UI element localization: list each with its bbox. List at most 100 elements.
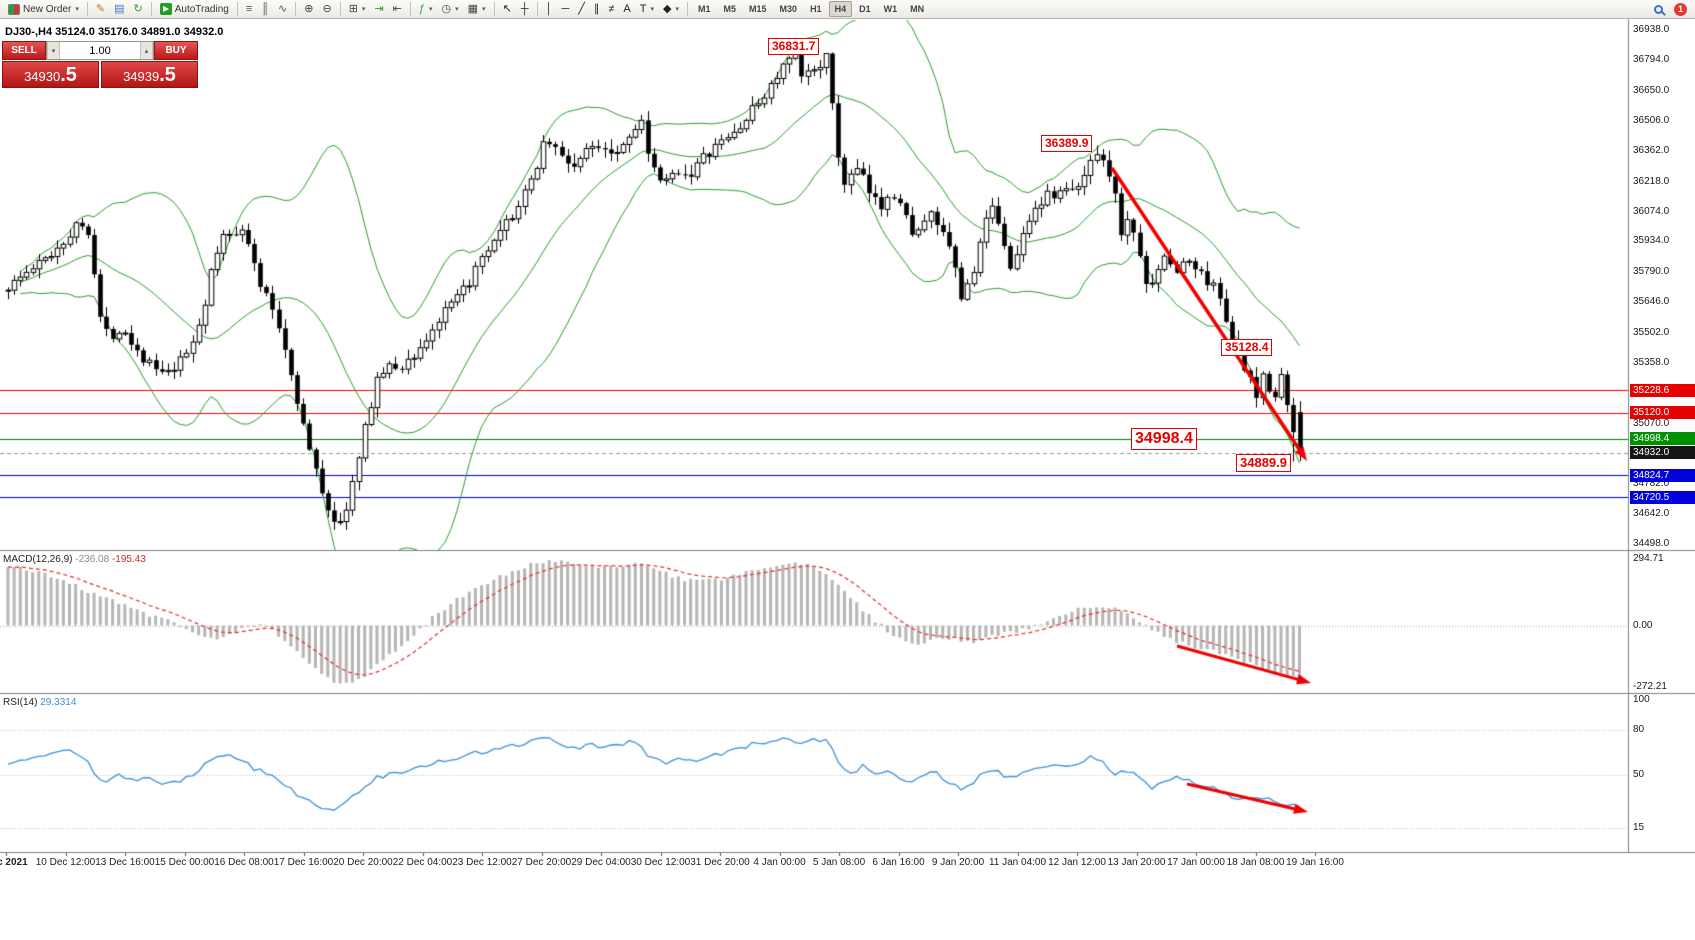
zoom-out-icon[interactable]: ⊖ (318, 1, 335, 18)
timeframe-d1-button[interactable]: D1 (853, 1, 877, 17)
periods-icon[interactable]: ◷ ▾ (438, 1, 463, 18)
dropdown-caret-icon: ▾ (650, 6, 655, 13)
buy-button[interactable]: BUY (154, 41, 198, 60)
toolbar-separator (687, 2, 688, 16)
volume-decrease-button[interactable]: ▾ (47, 42, 60, 59)
notification-badge[interactable]: 1 (1674, 2, 1687, 16)
toolbar-separator (339, 2, 341, 16)
dropdown-caret-icon: ▾ (429, 6, 433, 13)
market-watch-icon-glyph: ▤ (114, 2, 125, 15)
bar-chart-icon[interactable]: ≡ (242, 1, 256, 18)
dropdown-caret-icon: ▾ (361, 6, 366, 13)
volume-increase-button[interactable]: ▴ (140, 42, 153, 59)
buy-price-main: 34939 (123, 69, 160, 84)
tile-windows-icon[interactable]: ⊞ ▾ (345, 1, 370, 18)
one-click-trading-panel: SELL ▾ ▴ BUY 34930.5 34939.5 (2, 41, 198, 88)
bar-chart-icon-glyph: ≡ (245, 2, 253, 15)
timeframe-mn-button[interactable]: MN (904, 1, 930, 17)
candlestick-chart-icon-glyph: ║ (261, 2, 270, 15)
vertical-line-icon-glyph: │ (545, 2, 553, 15)
macd-title: MACD(12,26,9) (3, 554, 73, 565)
toolbar-separator (86, 2, 88, 16)
buy-price-display[interactable]: 34939.5 (101, 61, 198, 88)
new-order-icon (8, 3, 20, 15)
dropdown-caret-icon: ▾ (675, 6, 679, 13)
channel-icon-glyph: ∥ (593, 2, 600, 15)
autotrading-button[interactable]: AutoTrading (156, 1, 233, 18)
toolbar-separator (536, 2, 538, 16)
timeframe-m5-button[interactable]: M5 (718, 1, 743, 17)
macd-signal-value: -195.43 (111, 554, 146, 565)
indicators-icon[interactable]: ƒ ▾ (415, 1, 437, 18)
horizontal-line-icon[interactable]: ─ (557, 1, 573, 18)
candlestick-chart-icon[interactable]: ║ (257, 1, 273, 18)
ohlc-values-label: 35124.0 35176.0 34891.0 34932.0 (55, 26, 224, 38)
timeframe-h1-button[interactable]: H1 (804, 1, 828, 17)
sell-price-display[interactable]: 34930.5 (2, 61, 99, 88)
templates-icon-glyph: ▦ (467, 2, 479, 15)
macd-main-value: -236.08 (75, 554, 110, 565)
buy-price-fraction: .5 (159, 64, 176, 86)
symbol-ohlc-label: DJ30-,H4 35124.0 35176.0 34891.0 34932.0 (5, 26, 223, 38)
text-icon[interactable]: A (619, 1, 634, 18)
dropdown-caret-icon: ▾ (455, 6, 459, 13)
crosshair-icon[interactable]: ┼ (517, 1, 533, 18)
search-button[interactable] (1650, 1, 1667, 18)
timeframe-m15-button[interactable]: M15 (743, 1, 773, 17)
sell-price-main: 34930 (24, 69, 61, 84)
toolbar-right-cluster: 1 (1650, 1, 1691, 18)
timeframe-w1-button[interactable]: W1 (878, 1, 904, 17)
trade-panel-controls: SELL ▾ ▴ BUY (2, 41, 198, 60)
macd-indicator-label: MACD(12,26,9) -236.08 -195.43 (3, 554, 146, 565)
tile-windows-icon-glyph: ⊞ (348, 2, 358, 15)
text-icon-glyph: A (623, 2, 631, 15)
rsi-indicator-label: RSI(14) 29.3314 (3, 697, 76, 708)
volume-input[interactable] (60, 42, 140, 59)
text-label-icon[interactable]: T ▾ (636, 1, 658, 18)
indicators-icon-glyph: ƒ (418, 2, 425, 15)
auto-scroll-icon[interactable]: ⇥ (370, 1, 387, 18)
timeframe-m1-button[interactable]: M1 (692, 1, 717, 17)
autotrading-play-icon (159, 3, 172, 15)
symbol-period-label: DJ30-,H4 (5, 26, 53, 38)
trendline-icon-glyph: ╱ (578, 2, 585, 15)
periods-icon-glyph: ◷ (441, 2, 452, 15)
chart-shift-icon-glyph: ⇤ (392, 2, 402, 15)
dropdown-caret-icon: ▾ (75, 6, 79, 13)
toolbar-separator (150, 2, 152, 16)
zoom-in-icon-glyph: ⊕ (304, 2, 314, 15)
horizontal-line-icon-glyph: ─ (561, 2, 570, 15)
rsi-value: 29.3314 (40, 697, 77, 708)
line-chart-icon[interactable]: ∿ (274, 1, 291, 18)
metaeditor-icon-glyph: ✎ (95, 2, 106, 15)
market-watch-icon[interactable]: ▤ (110, 1, 128, 18)
sell-button[interactable]: SELL (2, 41, 46, 60)
arrow-objects-icon[interactable]: ◆ ▾ (659, 1, 683, 18)
vertical-line-icon[interactable]: │ (542, 1, 557, 18)
fibonacci-icon-glyph: ≠ (608, 2, 615, 15)
toolbar-separator (493, 2, 495, 16)
timeframe-h4-button[interactable]: H4 (828, 1, 853, 17)
trade-panel-prices: 34930.5 34939.5 (2, 61, 198, 88)
autotrading-label: AutoTrading (174, 3, 229, 15)
metaeditor-icon[interactable]: ✎ (92, 1, 109, 18)
new-order-button[interactable]: New Order ▾ (4, 1, 83, 18)
fibonacci-icon[interactable]: ≠ (604, 1, 618, 18)
chart-shift-icon[interactable]: ⇤ (389, 1, 406, 18)
line-chart-icon-glyph: ∿ (278, 2, 288, 15)
templates-icon[interactable]: ▦ ▾ (464, 1, 490, 18)
timeframe-m30-button[interactable]: M30 (774, 1, 804, 17)
crosshair-icon-glyph: ┼ (520, 2, 529, 15)
trendline-icon[interactable]: ╱ (574, 1, 589, 18)
cursor-icon[interactable]: ↖ (499, 1, 516, 18)
new-order-label: New Order (23, 3, 72, 15)
channel-icon[interactable]: ∥ (590, 1, 604, 18)
zoom-in-icon[interactable]: ⊕ (300, 1, 317, 18)
toolbar-separator (236, 2, 238, 16)
text-label-icon-glyph: T (639, 2, 647, 15)
arrow-objects-icon-glyph: ◆ (663, 2, 672, 15)
refresh-icon[interactable]: ↻ (130, 1, 147, 18)
toolbar-separator (295, 2, 297, 16)
rsi-title: RSI(14) (3, 697, 38, 708)
